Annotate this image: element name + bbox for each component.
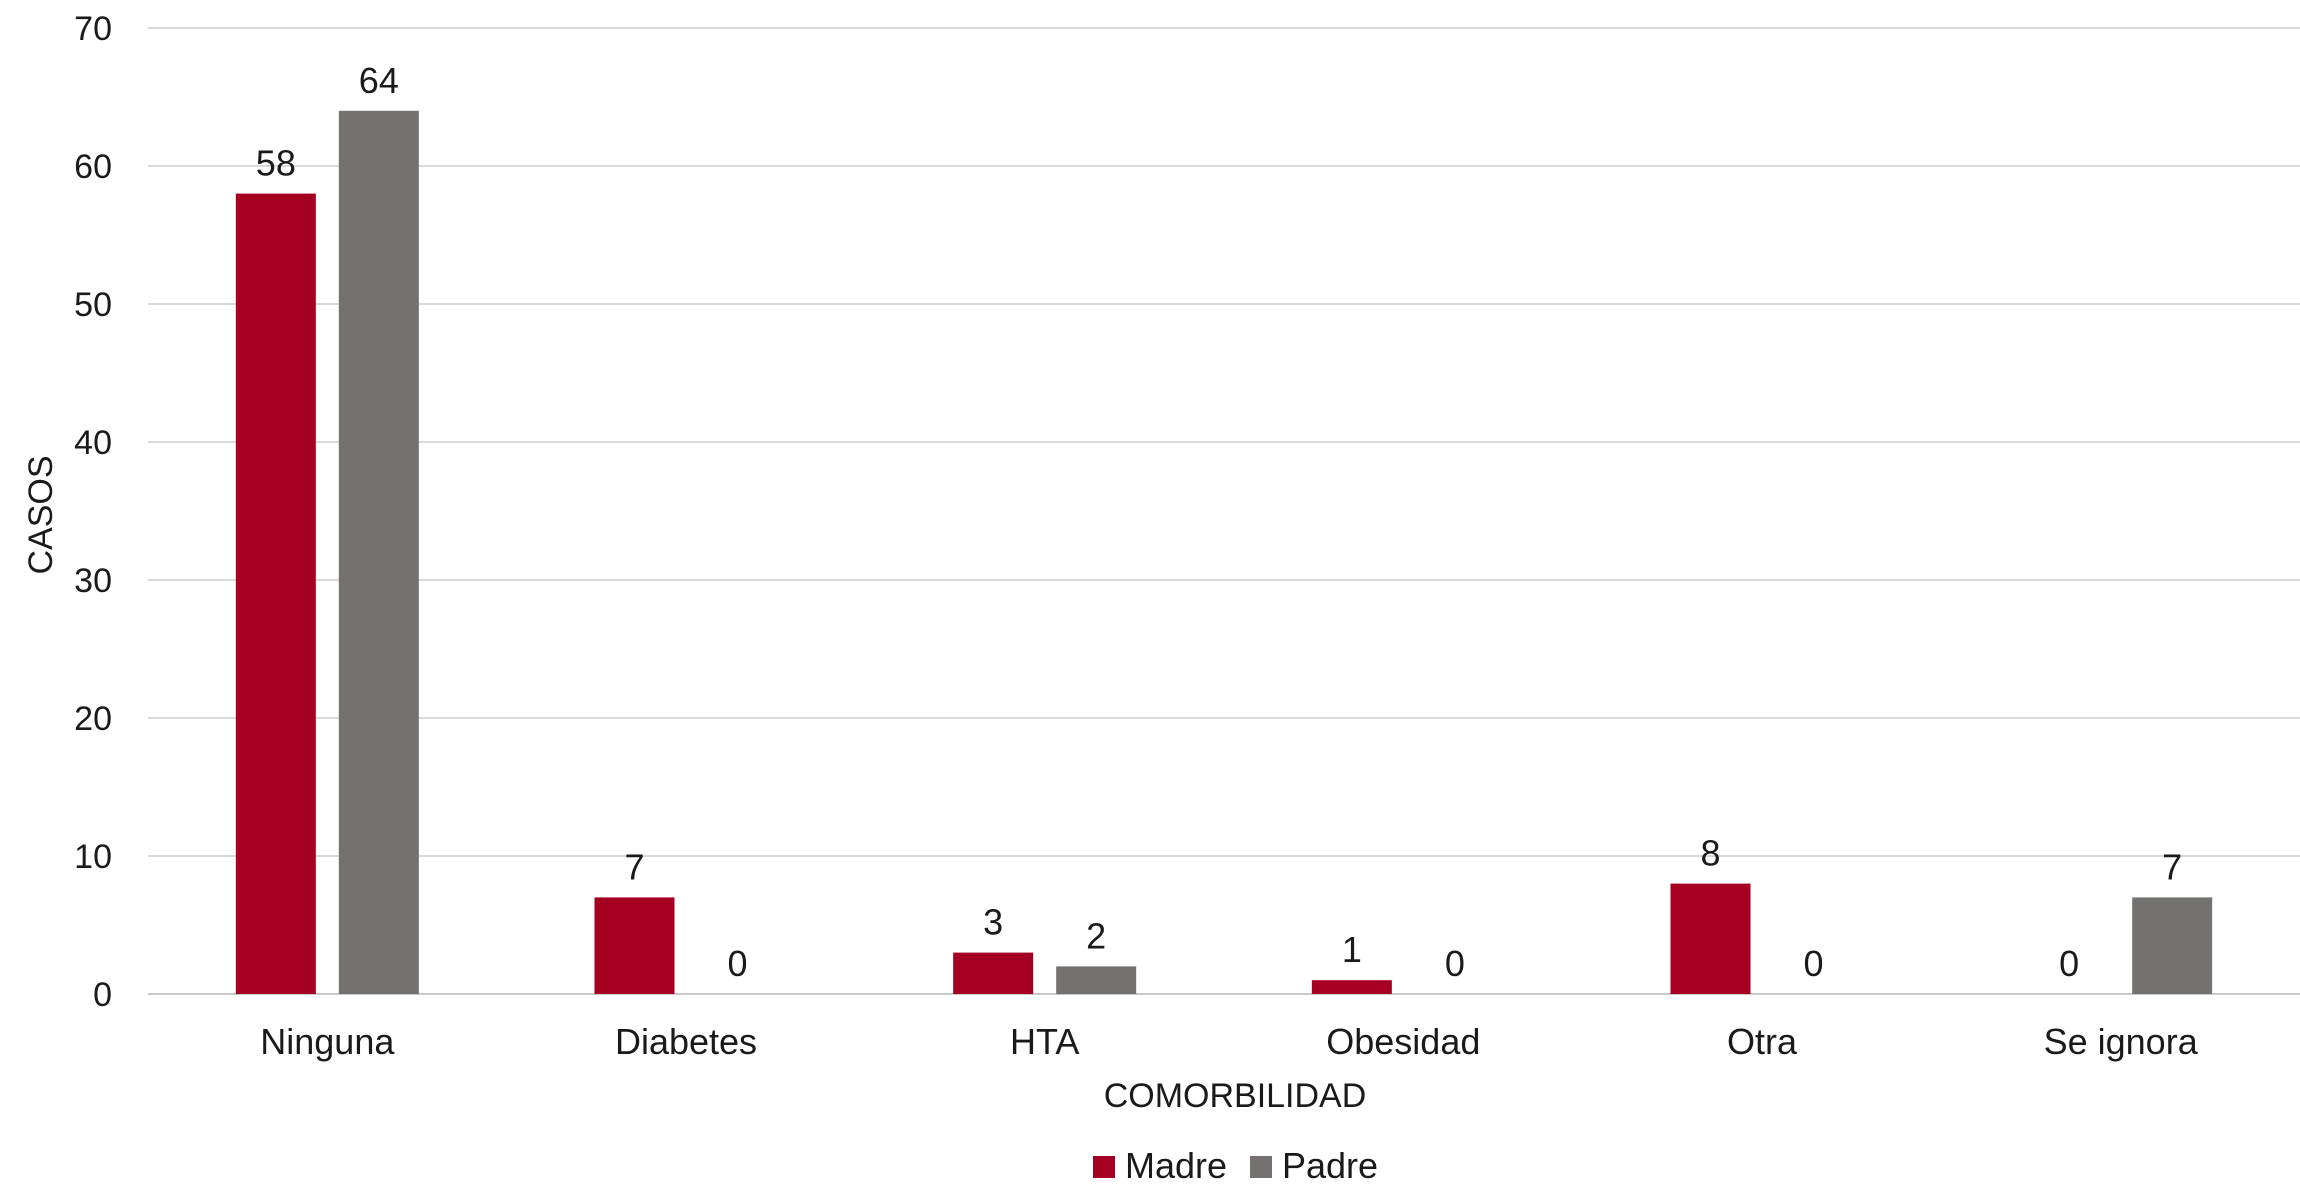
bars	[235, 110, 2213, 995]
x-category-label: Diabetes	[615, 1021, 757, 1062]
y-tick-label: 0	[93, 976, 112, 1014]
x-axis-categories: Ninguna Diabetes HTA Obesidad Otra Se ignora	[260, 1021, 2198, 1062]
data-label: 0	[1445, 943, 1465, 984]
data-label: 58	[256, 143, 296, 184]
bar-padre-2	[1056, 966, 1137, 994]
data-label: 0	[2059, 943, 2079, 984]
data-label: 8	[1700, 833, 1720, 874]
y-axis-ticks: 0 10 20 30 40 50 60 70	[74, 10, 112, 1014]
data-label: 0	[1803, 943, 1823, 984]
legend-label-padre: Padre	[1282, 1145, 1378, 1186]
data-label: 0	[727, 943, 747, 984]
data-label: 7	[624, 846, 644, 887]
x-category-label: HTA	[1010, 1021, 1079, 1062]
legend: Madre Padre	[1093, 1145, 1378, 1186]
data-label: 1	[1342, 929, 1362, 970]
y-tick-label: 70	[74, 10, 112, 48]
bar-madre-3	[1311, 980, 1392, 994]
bar-madre-4	[1670, 883, 1751, 994]
y-tick-label: 20	[74, 700, 112, 738]
data-label: 3	[983, 902, 1003, 943]
y-tick-label: 60	[74, 148, 112, 186]
legend-swatch-padre	[1250, 1156, 1272, 1178]
y-tick-label: 50	[74, 286, 112, 324]
x-category-label: Otra	[1727, 1021, 1798, 1062]
x-category-label: Se ignora	[2044, 1021, 2199, 1062]
data-label: 7	[2162, 846, 2182, 887]
legend-swatch-madre	[1093, 1156, 1115, 1178]
bar-padre-0	[338, 110, 419, 995]
bar-madre-1	[594, 897, 675, 994]
bar-padre-5	[2132, 897, 2213, 994]
x-category-label: Ninguna	[260, 1021, 395, 1062]
x-axis-title: COMORBILIDAD	[1104, 1077, 1367, 1115]
y-tick-label: 40	[74, 424, 112, 462]
legend-label-madre: Madre	[1125, 1145, 1227, 1186]
data-label: 64	[359, 60, 399, 101]
x-category-label: Obesidad	[1326, 1021, 1480, 1062]
gridlines	[148, 27, 2300, 995]
bar-madre-0	[235, 193, 316, 995]
data-label: 2	[1086, 915, 1106, 956]
y-tick-label: 30	[74, 562, 112, 600]
y-tick-label: 10	[74, 838, 112, 876]
y-axis-title: CASOS	[22, 455, 60, 574]
bar-madre-2	[953, 952, 1034, 994]
